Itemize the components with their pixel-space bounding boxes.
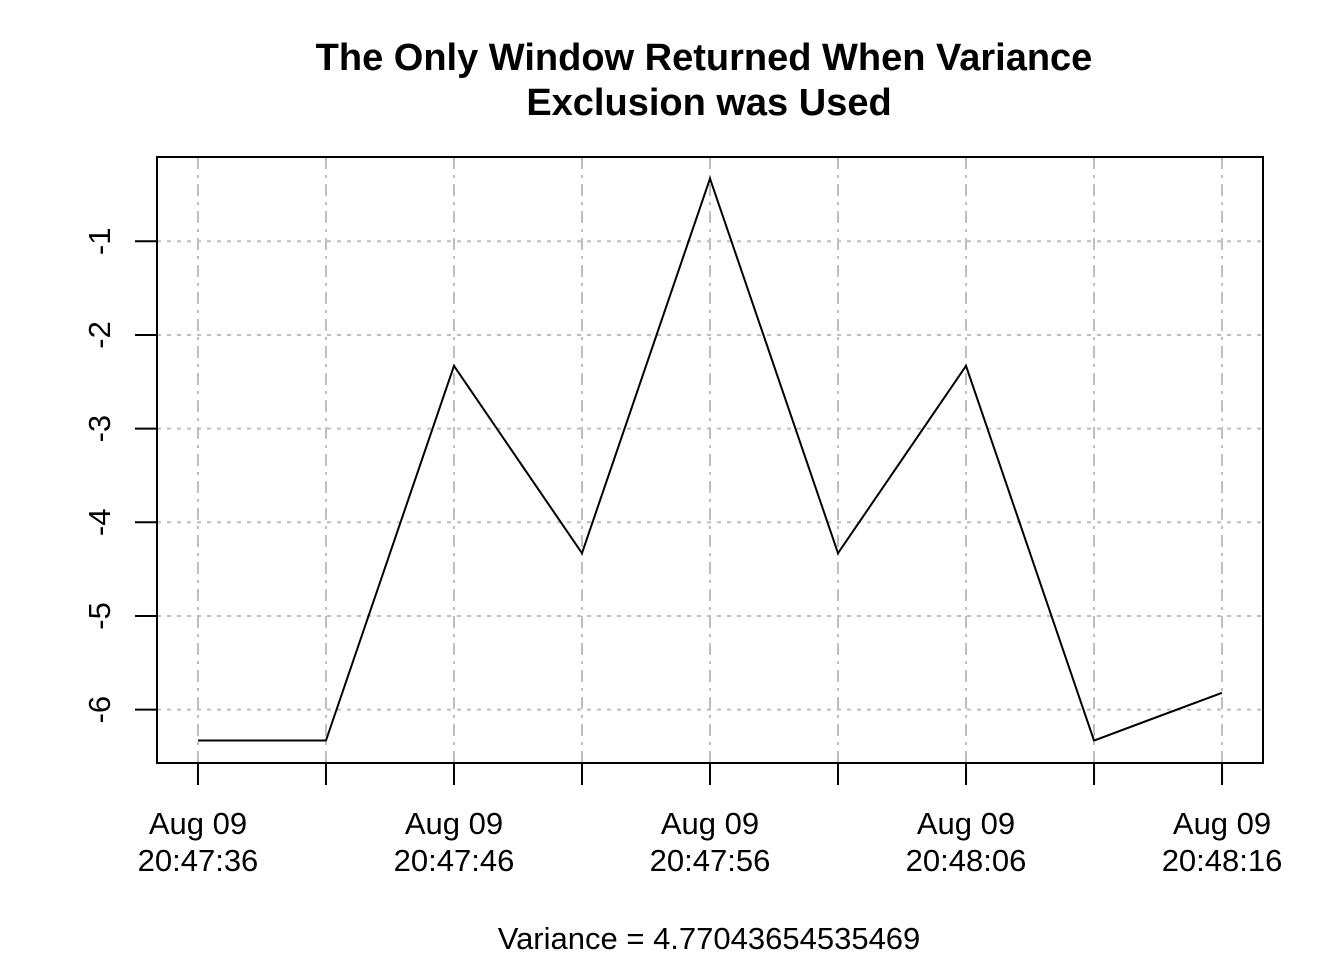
y-tick-label: -5 bbox=[82, 602, 117, 630]
x-tick-label-date: Aug 09 bbox=[661, 806, 759, 841]
y-tick-label: -2 bbox=[82, 321, 117, 349]
x-tick-label-date: Aug 09 bbox=[917, 806, 1015, 841]
chart-title: The Only Window Returned When Variance E… bbox=[316, 37, 1093, 124]
y-tick-label: -3 bbox=[82, 415, 117, 443]
series-line bbox=[197, 175, 1223, 742]
x-axis-label: Variance = 4.77043654535469 bbox=[498, 921, 921, 956]
x-tick-label-date: Aug 09 bbox=[405, 806, 503, 841]
y-tick-label: -6 bbox=[82, 696, 117, 724]
x-tick-label-time: 20:48:06 bbox=[906, 843, 1027, 878]
x-tick-label-time: 20:47:56 bbox=[650, 843, 771, 878]
chart-title-line-2: Exclusion was Used bbox=[526, 82, 891, 124]
chart-title-line-1: The Only Window Returned When Variance bbox=[316, 37, 1093, 79]
y-tick-label: -4 bbox=[82, 508, 117, 536]
x-tick-label-date: Aug 09 bbox=[1173, 806, 1271, 841]
x-tick-label-time: 20:48:16 bbox=[1162, 843, 1283, 878]
x-tick-label-time: 20:47:46 bbox=[394, 843, 515, 878]
x-tick-label-time: 20:47:36 bbox=[138, 843, 259, 878]
x-tick-label-date: Aug 09 bbox=[149, 806, 247, 841]
y-axis: -1 -2 -3 -4 -5 -6 bbox=[82, 228, 157, 724]
series-layer bbox=[197, 175, 1223, 742]
grid bbox=[157, 157, 1263, 763]
y-tick-label: -1 bbox=[82, 228, 117, 256]
